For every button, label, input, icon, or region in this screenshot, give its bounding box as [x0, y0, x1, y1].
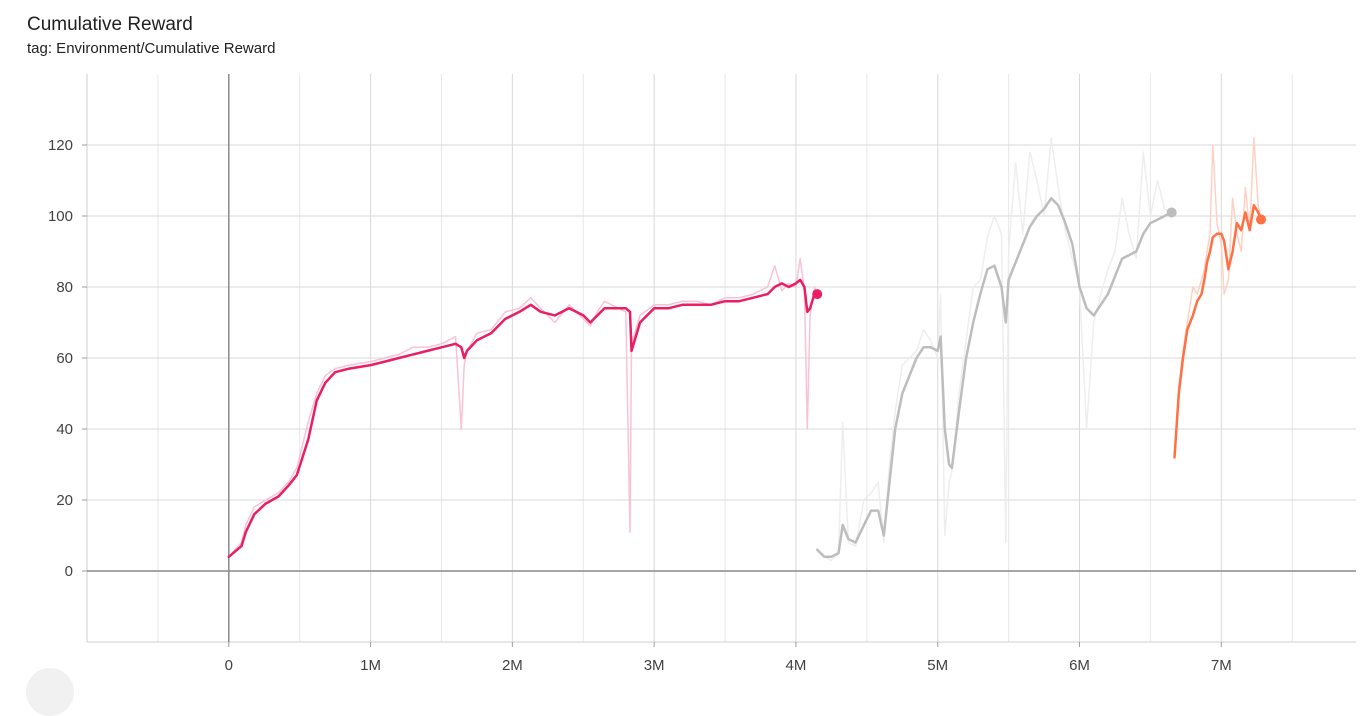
x-tick-label: 1M	[360, 657, 381, 674]
axes	[82, 74, 1356, 647]
series-endpoints	[812, 207, 1267, 300]
series-line-2	[815, 197, 1173, 559]
x-tick-label: 3M	[644, 657, 665, 674]
x-tick-label: 0	[225, 657, 233, 674]
fit-domain-icon[interactable]	[26, 668, 74, 716]
chart-subtitle: tag: Environment/Cumulative Reward	[27, 40, 276, 57]
raw-series-line-1	[228, 257, 818, 558]
y-tick-label: 60	[56, 350, 73, 367]
y-tick-label: 120	[48, 137, 73, 154]
raw-series-line-3	[1173, 137, 1262, 458]
x-tick-label: 4M	[786, 657, 807, 674]
series-endpoint-3	[1256, 214, 1267, 225]
y-tick-labels: 0 20 40 60 80 100 120	[48, 137, 73, 580]
x-tick-labels: 0 1M 2M 3M 4M 5M 6M 7M	[225, 657, 1232, 674]
raw-series-group	[228, 137, 1262, 562]
x-tick-label: 2M	[502, 657, 523, 674]
series-endpoint-1	[812, 289, 823, 300]
raw-series-line-2	[816, 137, 1173, 562]
series-endpoint-2	[1166, 207, 1177, 218]
y-tick-label: 80	[56, 279, 73, 296]
x-tick-label: 7M	[1211, 657, 1232, 674]
smoothed-series-group	[227, 197, 1263, 559]
y-tick-label: 20	[56, 492, 73, 509]
x-tick-label: 5M	[927, 657, 948, 674]
series-line-3	[1173, 204, 1263, 459]
grid-lines	[86, 74, 1356, 642]
series-line-1	[227, 278, 819, 559]
y-tick-label: 100	[48, 208, 73, 225]
chart-title: Cumulative Reward	[27, 14, 193, 35]
y-tick-label: 0	[65, 563, 73, 580]
y-tick-label: 40	[56, 421, 73, 438]
x-tick-label: 6M	[1069, 657, 1090, 674]
line-chart: 0 1M 2M 3M 4M 5M 6M 7M 0 20 40 60 80 100 120	[48, 74, 1356, 674]
